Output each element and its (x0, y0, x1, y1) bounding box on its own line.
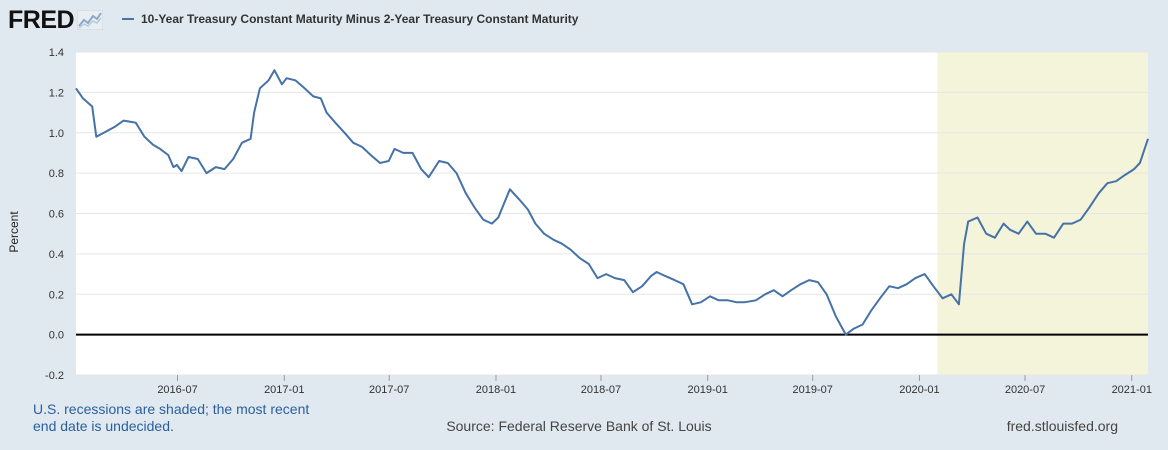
chart-line-icon (77, 10, 104, 30)
y-tick-label: 1.2 (49, 87, 64, 99)
y-tick-label: 0.2 (49, 289, 64, 301)
site-link[interactable]: fred.stlouisfed.org (1006, 418, 1118, 434)
x-tick-label: 2020-01 (899, 384, 939, 396)
legend-swatch (122, 18, 134, 20)
y-tick-label: 1.4 (49, 47, 64, 59)
source-text: Source: Federal Reserve Bank of St. Loui… (446, 418, 712, 434)
x-tick-label: 2019-01 (688, 384, 728, 396)
x-tick-label: 2018-07 (581, 384, 621, 396)
logo-text: FRED (8, 6, 75, 34)
x-tick-label: 2020-07 (1005, 384, 1045, 396)
y-tick-label: 0.0 (49, 330, 64, 342)
legend-label: 10-Year Treasury Constant Maturity Minus… (141, 12, 579, 26)
fred-logo[interactable]: FRED (8, 6, 104, 34)
y-tick-label: -0.2 (45, 370, 64, 382)
legend: 10-Year Treasury Constant Maturity Minus… (122, 12, 578, 26)
series-line (75, 69, 1149, 336)
recession-note: U.S. recessions are shaded; the most rec… (33, 401, 310, 434)
x-tick-label: 2018-01 (476, 384, 516, 396)
x-tick-label: 2021-01 (1112, 384, 1152, 396)
x-tick-label: 2019-07 (793, 384, 833, 396)
y-tick-label: 0.4 (49, 249, 64, 261)
x-tick-label: 2017-07 (369, 384, 409, 396)
x-tick-label: 2017-01 (264, 384, 304, 396)
y-tick-label: 0.8 (49, 168, 64, 180)
source-note: Source: Federal Reserve Bank of St. Loui… (0, 418, 1168, 434)
line-chart: -0.2 0.0 0.2 0.4 0.6 0.8 1.0 1.2 1.4 2016-07 2017-… (45, 47, 1152, 396)
y-tick-label: 0.6 (49, 209, 64, 221)
x-tick-label: 2016-07 (157, 384, 197, 396)
header: FRED 10-Year Treasury Constant Maturity … (0, 0, 1168, 40)
y-tick-label: 1.0 (49, 128, 64, 140)
